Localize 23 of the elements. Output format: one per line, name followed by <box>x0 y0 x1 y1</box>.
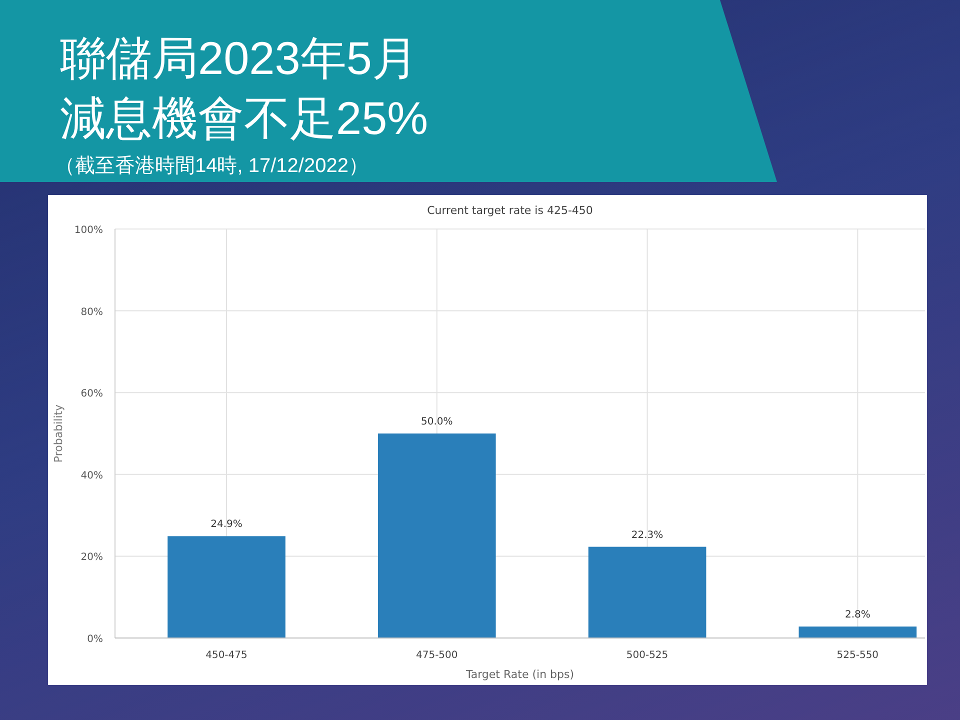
y-tick-label: 100% <box>74 225 103 236</box>
x-tick-label: 525-550 <box>836 650 879 661</box>
chart-subtitle: Current target rate is 425-450 <box>427 204 593 217</box>
x-tick-label: 500-525 <box>626 650 668 661</box>
x-tick-label: 450-475 <box>206 650 248 661</box>
y-axis-title: Probability <box>52 404 65 463</box>
data-label: 24.9% <box>210 519 242 530</box>
data-label: 50.0% <box>421 416 453 428</box>
bar <box>378 434 496 638</box>
x-tick-label: 475-500 <box>416 650 458 661</box>
y-tick-label: 0% <box>87 634 103 645</box>
text: （截至香港時間14時, 17/12/2022） <box>55 155 368 177</box>
data-label: 2.8% <box>844 610 870 621</box>
data-label: 22.3% <box>631 530 664 541</box>
chart-title: 聯儲局2023年5月減息機會不足25% <box>60 31 430 146</box>
bar <box>588 546 706 638</box>
y-tick-label: 60% <box>80 388 103 400</box>
y-tick-label: 40% <box>80 470 103 482</box>
y-tick-label: 80% <box>80 306 103 318</box>
y-tick-label: 20% <box>80 552 103 564</box>
bar <box>168 536 286 638</box>
x-axis-title: Target Rate (in bps) <box>464 668 574 681</box>
bar <box>798 626 917 638</box>
